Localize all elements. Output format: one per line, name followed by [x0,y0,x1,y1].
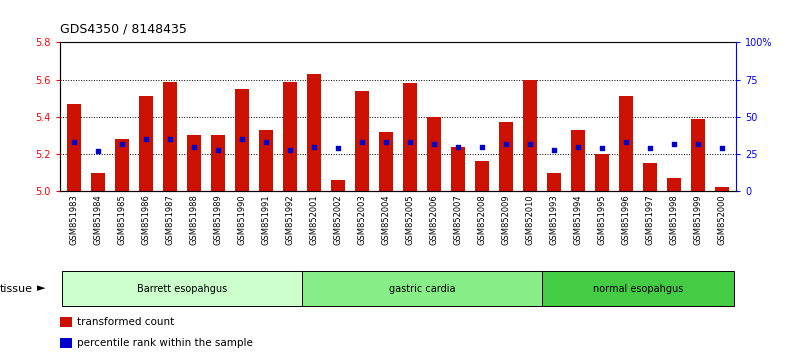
Bar [667,178,681,191]
Bar [163,81,177,191]
Point [475,144,488,149]
Bar [92,173,105,191]
Bar [355,91,369,191]
Text: Barrett esopahgus: Barrett esopahgus [137,284,227,293]
Bar [283,81,297,191]
Text: GDS4350 / 8148435: GDS4350 / 8148435 [60,22,186,35]
Bar [451,147,465,191]
Bar [62,271,302,306]
Point [115,141,128,147]
Point [68,139,80,145]
Point [548,147,560,152]
Bar [499,122,513,191]
Point [500,141,513,147]
Bar [572,130,584,191]
Bar [404,84,416,191]
Point [356,139,369,145]
Text: gastric cardia: gastric cardia [388,284,455,293]
Bar [542,271,734,306]
Point [236,136,248,142]
Bar [427,117,441,191]
Bar [716,188,728,191]
Bar [523,80,537,191]
Point [716,145,728,151]
Text: tissue: tissue [0,284,33,293]
Bar [691,119,704,191]
Bar [475,161,489,191]
Bar [380,132,392,191]
Bar [548,173,560,191]
Bar [236,89,248,191]
Bar [331,180,345,191]
Point [404,139,416,145]
Point [427,141,440,147]
Point [595,145,608,151]
Point [164,136,177,142]
Bar [139,96,153,191]
Point [572,144,584,149]
Bar [307,74,321,191]
Bar [60,318,72,327]
Point [524,141,537,147]
Point [308,144,321,149]
Point [451,144,464,149]
Bar [68,104,80,191]
Point [92,148,104,154]
Point [332,145,345,151]
Bar [259,130,273,191]
Text: normal esopahgus: normal esopahgus [593,284,683,293]
Point [283,147,296,152]
Bar [595,154,608,191]
Point [643,145,656,151]
Bar [60,338,72,348]
Text: transformed count: transformed count [76,318,174,327]
Text: percentile rank within the sample: percentile rank within the sample [76,338,252,348]
Point [380,139,392,145]
Bar [212,136,224,191]
Bar [619,96,633,191]
Point [692,141,704,147]
Point [212,147,224,152]
Point [259,139,272,145]
Bar [643,163,657,191]
Point [619,139,632,145]
Bar [115,139,129,191]
Text: ►: ► [37,284,46,293]
Bar [188,136,201,191]
Point [188,144,201,149]
Bar [302,271,542,306]
Point [668,141,681,147]
Point [140,136,153,142]
